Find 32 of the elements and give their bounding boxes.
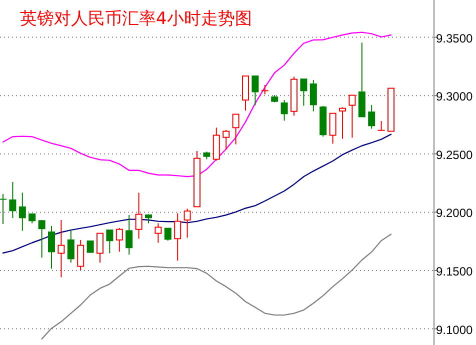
text: 英镑对人民币汇率4小时走势图 <box>20 9 252 29</box>
candlestick <box>358 42 366 118</box>
line-series <box>2 134 392 254</box>
candlestick <box>252 76 259 106</box>
candlestick <box>18 192 26 232</box>
candlestick <box>96 232 104 264</box>
candlestick <box>135 192 142 240</box>
y-tick-label: 9.3500 <box>436 31 474 46</box>
candlestick <box>58 220 65 278</box>
candlestick <box>28 213 36 224</box>
candlestick <box>377 120 386 131</box>
candlestick <box>348 94 356 138</box>
y-tick-label: 9.2500 <box>436 148 474 162</box>
candlestick <box>48 225 55 270</box>
candlestick <box>106 230 114 254</box>
candlestick <box>174 212 182 262</box>
y-tick-label: 9.1500 <box>436 264 474 278</box>
candlestick <box>86 240 94 253</box>
line-series <box>2 32 392 178</box>
candlestick <box>232 114 240 145</box>
candlestick <box>300 78 308 106</box>
candlestick <box>242 76 249 112</box>
candlestick <box>388 88 394 132</box>
candlestick <box>329 112 336 144</box>
y-tick-label: 9.2000 <box>436 206 474 220</box>
candlestick <box>126 214 133 256</box>
y-tick-label: 9.1000 <box>436 322 474 337</box>
candlestick <box>9 182 16 219</box>
candlestick <box>194 150 200 208</box>
candlestick <box>260 84 269 95</box>
candlestick <box>0 194 7 224</box>
y-tick-label: 9.3000 <box>436 90 474 104</box>
